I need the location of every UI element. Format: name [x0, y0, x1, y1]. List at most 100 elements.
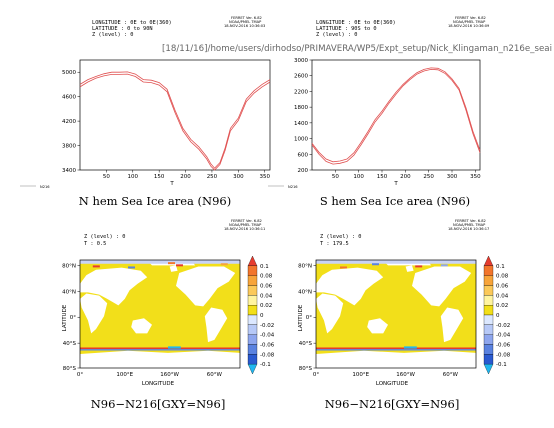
- panel3-colorbar-label: -0.08: [260, 352, 275, 358]
- panel4-xlabel: LONGITUDE: [376, 381, 409, 387]
- panel3-land-greenland-isle: [169, 265, 178, 272]
- panel3-ice-anomaly: [92, 265, 100, 268]
- panel1-xtick-label: 100: [128, 174, 139, 180]
- panel4-colorbar-label: 0: [496, 313, 500, 319]
- panel3-meta-t: T : 0.5: [84, 241, 106, 247]
- panel4-colorbar-swatch: [483, 314, 494, 325]
- panel1-xtick-label: 350: [259, 174, 270, 180]
- panel4-map-frame: [315, 259, 477, 369]
- panel1-ytick-label: 3800: [62, 144, 76, 150]
- panel4-colorbar-swatch: [483, 265, 494, 276]
- panel4-colorbar-swatch: [483, 344, 494, 355]
- panel4-colorbar-label: -0.04: [496, 333, 511, 339]
- panel3-ferret-nodata: NOAA/PMEL TMAP: [229, 223, 262, 227]
- panel4-meta-t: T : 179.5: [320, 241, 349, 247]
- panel3-land-australia: [131, 318, 152, 334]
- panel4-land-antarctica: [316, 350, 476, 368]
- panel4-land-south-america: [440, 307, 464, 343]
- panel2-ferret-nodata: NOAA/PMEL TMAP: [453, 20, 486, 24]
- panel3-land-antarctica: [80, 350, 240, 368]
- panel3-colorbar-swatch: [247, 295, 258, 306]
- panel3-xlabel: LONGITUDE: [142, 381, 175, 387]
- panel3-ytick-label: 0°: [70, 315, 76, 321]
- panel3-xtick-label: 160°W: [160, 372, 179, 378]
- panel2-xtick-label: 50: [332, 174, 339, 180]
- panel3-xtick-label: 100°E: [116, 372, 133, 378]
- panel3-colorbar-swatch: [247, 285, 258, 296]
- panel2-xtick-label: 250: [423, 174, 434, 180]
- panel1-ytick-label: 4600: [62, 95, 76, 101]
- panel3-land-north-america: [176, 266, 236, 307]
- panel4-ytick-label: 80°N: [298, 263, 312, 269]
- panel4-ytick-label: 0°: [306, 315, 312, 321]
- panel1-ytick-label: 5000: [62, 70, 76, 76]
- panel4-xtick-label: 100°E: [352, 372, 369, 378]
- panel-map-t0: Z (level) : 0 T : 0.5 FERRET Ver. 6.82 N…: [62, 219, 275, 411]
- panel3-colorbar-swatch: [247, 344, 258, 355]
- panel3-xtick-label: 0°: [77, 372, 83, 378]
- panel3-ice-anomaly: [168, 262, 175, 265]
- panel3-southern-edge-negative: [80, 349, 240, 351]
- panel2-ytick-label: 1400: [294, 121, 308, 127]
- panel2-ytick-label: 200: [298, 168, 309, 174]
- panel3-colorbar-label: 0: [260, 313, 264, 319]
- panel3-map: 0° 100°E 160°W 60°W 80°N 40°N 0° 40°S 80°S: [62, 259, 241, 378]
- panel3-colorbar-label: -0.1: [260, 362, 271, 368]
- panel2-series: [311, 67, 481, 165]
- panel4-colorbar-label: 0.04: [496, 293, 509, 299]
- panel2-ferret-version: FERRET Ver. 6.82: [455, 16, 486, 20]
- panel-s-hem: LONGITUDE : 0E to 0E(360) LATITUDE : 90S…: [162, 16, 552, 208]
- panel4-colorbar-swatch: [483, 354, 494, 365]
- panel4-ferret-nodata: NOAA/PMEL TMAP: [453, 223, 486, 227]
- panel3-colorbar-swatch: [247, 334, 258, 345]
- panel3-colorbar-swatch: [247, 354, 258, 365]
- panel4-ytick-label: 40°N: [298, 289, 312, 295]
- panel3-colorbar-label: 0.02: [260, 303, 272, 309]
- panel4-xtick-label: 160°W: [396, 372, 415, 378]
- panel2-ytick-label: 3000: [294, 58, 308, 64]
- panel3-ytick-label: 40°S: [63, 341, 77, 347]
- panel2-ytick-label: 2200: [294, 89, 308, 95]
- panel2-plot-frame: [311, 59, 481, 171]
- panel1-xtick-label: 250: [207, 174, 218, 180]
- panel4-colorbar-cap-bottom: [483, 364, 494, 375]
- panel3-ice-anomaly: [176, 264, 183, 267]
- panel2-xtick-label: 150: [377, 174, 388, 180]
- panel3-colorbar-swatch: [247, 265, 258, 276]
- panel4-colorbar-label: -0.02: [496, 323, 510, 329]
- panel3-colorbar-swatch: [247, 324, 258, 335]
- panel4-colorbar-label: -0.06: [496, 343, 511, 349]
- panel4-colorbar-label: 0.06: [496, 284, 509, 290]
- panel1-ferret-date: 18-NOV-2016 10:36:03: [224, 24, 265, 28]
- panel4-land-africa: [316, 293, 344, 334]
- panel1-xtick-label: 150: [154, 174, 165, 180]
- panel3-colorbar-label: 0.1: [260, 264, 269, 270]
- panel2-legend-label: N216: [288, 185, 298, 189]
- panel3-map-frame: [79, 259, 241, 369]
- panel3-colorbar-swatch: [247, 305, 258, 316]
- panel3-colorbar-swatch: [247, 275, 258, 286]
- panel3-land-africa: [80, 293, 108, 334]
- panel3-title: N96−N216[GXY=N96]: [91, 397, 226, 411]
- panel1-xtick-label: 200: [180, 174, 191, 180]
- panel3-southern-edge-positive: [80, 347, 240, 350]
- panel4-colorbar-swatch: [483, 285, 494, 296]
- panel4-colorbar-cap-top: [483, 255, 494, 266]
- panel2-xtick-label: 350: [470, 174, 481, 180]
- panel4-land-australia: [367, 318, 388, 334]
- panel4-ylabel: LATITUDE: [298, 304, 304, 331]
- panel1-legend-label: N216: [40, 185, 50, 189]
- panel1-series-n96: [79, 71, 271, 169]
- panel4-ice-anomaly: [340, 266, 347, 269]
- panel3-colorbar-label: 0.06: [260, 284, 273, 290]
- panel3-colorbar-label: -0.06: [260, 343, 275, 349]
- panel3-ice-anomaly: [220, 263, 228, 266]
- panel-n-hem: LONGITUDE : 0E to 0E(360) LATITUDE : 0 t…: [20, 16, 270, 208]
- panel4-colorbar-label: 0.1: [496, 264, 505, 270]
- panel4-ytick-label: 40°S: [299, 341, 313, 347]
- panel3-colorbar-label: 0.04: [260, 293, 273, 299]
- panel2-meta-lon: LONGITUDE : 0E to 0E(360): [316, 20, 396, 26]
- panel2-ytick-label: 600: [298, 152, 309, 158]
- panel4-title: N96−N216[GXY=N96]: [325, 397, 460, 411]
